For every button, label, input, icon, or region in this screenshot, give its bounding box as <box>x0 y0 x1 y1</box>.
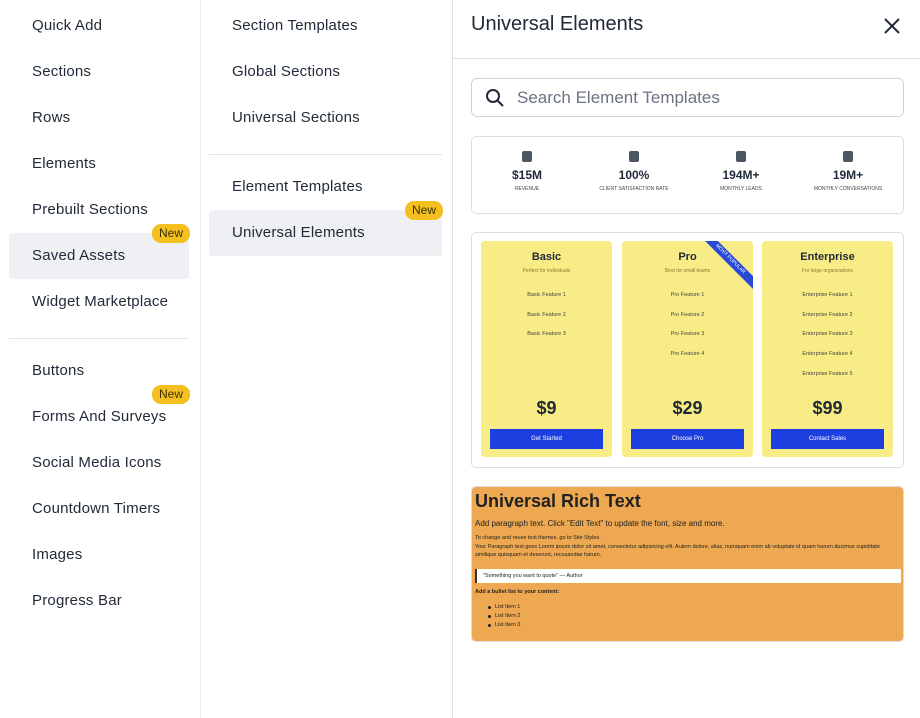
stat-value: 100% <box>618 168 650 182</box>
left-sidebar <box>0 0 200 718</box>
pricing-column: MOST POPULAR <box>622 241 753 457</box>
menu-item[interactable]: Quick Add <box>32 17 103 34</box>
plan-price: $9 <box>536 398 557 418</box>
plan-tagline: Best for small teams <box>664 268 711 274</box>
pricing-column <box>762 241 893 457</box>
search-box[interactable] <box>471 78 904 117</box>
menu-item[interactable]: Universal Elements <box>232 224 365 241</box>
menu-item[interactable]: Prebuilt Sections <box>32 201 148 218</box>
stat-icon <box>736 151 746 162</box>
plan-feature: Pro Feature 1 <box>670 292 705 298</box>
plan-feature: Basic Feature 2 <box>527 311 566 318</box>
stat-icon <box>522 151 532 162</box>
plan-name: Basic <box>531 251 562 263</box>
stats-template-card[interactable] <box>471 136 904 214</box>
stat-label: MONTHLY CONVERSATIONS <box>813 186 883 192</box>
plan-feature: Pro Feature 3 <box>670 331 705 338</box>
plan-price: $99 <box>812 398 843 418</box>
rich-text-intro: Add paragraph text. Click "Edit Text" to… <box>475 519 725 528</box>
menu-item[interactable]: Element Templates <box>232 178 363 195</box>
new-badge: New <box>152 385 191 404</box>
menu-item[interactable]: Images <box>32 546 83 563</box>
new-badge: New <box>405 201 444 220</box>
list-item: List Item 3 <box>495 622 521 628</box>
rich-text-paragraph: Your Paragraph text goes Lorem ipsum dol… <box>475 544 880 558</box>
rich-text-quote: "Something you want to quote" — Author <box>475 569 901 583</box>
plan-tagline: For large organizations <box>801 268 854 274</box>
menu-item[interactable]: Buttons <box>32 362 85 379</box>
menu-item[interactable]: Elements <box>32 155 97 172</box>
plan-feature: Pro Feature 2 <box>670 311 705 318</box>
menu-item[interactable]: Forms And Surveys <box>32 408 167 425</box>
stat-value: 194M+ <box>722 168 760 182</box>
stat-label: CLIENT SATISFACTION RATE <box>599 186 669 192</box>
menu-item[interactable]: Saved Assets <box>32 247 126 264</box>
menu-item[interactable]: Widget Marketplace <box>32 293 169 310</box>
plan-feature: Enterprise Feature 1 <box>802 292 853 298</box>
plan-button[interactable]: Choose Pro <box>631 429 744 449</box>
plan-feature: Enterprise Feature 4 <box>802 351 853 358</box>
rich-text-paragraph: To change and reuse text themes, go to S… <box>475 535 601 541</box>
search-icon <box>486 89 504 107</box>
menu-item[interactable]: Global Sections <box>232 63 341 80</box>
menu-item[interactable]: Progress Bar <box>32 592 122 609</box>
stat-label: MONTHLY LEADS <box>720 186 762 192</box>
stat-label: REVENUE <box>514 186 540 192</box>
menu-item[interactable]: Countdown Timers <box>32 500 161 517</box>
search-placeholder: Search Element Templates <box>517 88 720 107</box>
menu-divider <box>9 338 189 339</box>
list-bullet <box>488 624 491 627</box>
stat-value: $15M <box>511 168 543 182</box>
plan-feature: Pro Feature 4 <box>670 351 705 358</box>
list-bullet <box>488 606 491 609</box>
plan-button[interactable]: Contact Sales <box>771 429 884 449</box>
list-item: List Item 2 <box>495 613 521 619</box>
list-bullet <box>488 615 491 618</box>
panel-title: Universal Elements <box>471 13 644 35</box>
plan-name: Enterprise <box>800 251 855 263</box>
new-badge: New <box>152 224 191 243</box>
stat-icon <box>843 151 853 162</box>
rich-text-list-heading: Add a bullet list to your content: <box>475 589 560 595</box>
menu-item[interactable]: Social Media Icons <box>32 454 162 471</box>
plan-feature: Basic Feature 1 <box>527 292 566 298</box>
menu-item-highlight <box>209 210 442 256</box>
menu-divider <box>209 154 442 155</box>
rich-text-title: Universal Rich Text <box>475 491 641 511</box>
plan-feature: Enterprise Feature 3 <box>802 331 853 338</box>
sub-sidebar <box>200 0 452 718</box>
pricing-column <box>481 241 612 457</box>
panel-header-divider <box>453 58 920 59</box>
menu-item[interactable]: Section Templates <box>232 17 358 34</box>
plan-button[interactable]: Get Started <box>490 429 603 449</box>
plan-tagline: Perfect for individuals <box>522 268 571 274</box>
rich-text-template-card[interactable] <box>471 486 904 642</box>
menu-item[interactable]: Rows <box>32 109 71 126</box>
menu-item[interactable]: Sections <box>32 63 92 80</box>
menu-item[interactable]: Universal Sections <box>232 109 360 126</box>
plan-name: Pro <box>678 251 697 263</box>
plan-feature: Basic Feature 3 <box>527 331 566 338</box>
stat-value: 19M+ <box>832 168 864 182</box>
plan-feature: Enterprise Feature 5 <box>802 370 853 377</box>
plan-feature: Enterprise Feature 2 <box>802 311 853 318</box>
plan-price: $29 <box>672 398 703 418</box>
close-button[interactable] <box>883 17 901 35</box>
stat-icon <box>629 151 639 162</box>
list-item: List Item 1 <box>495 604 521 610</box>
